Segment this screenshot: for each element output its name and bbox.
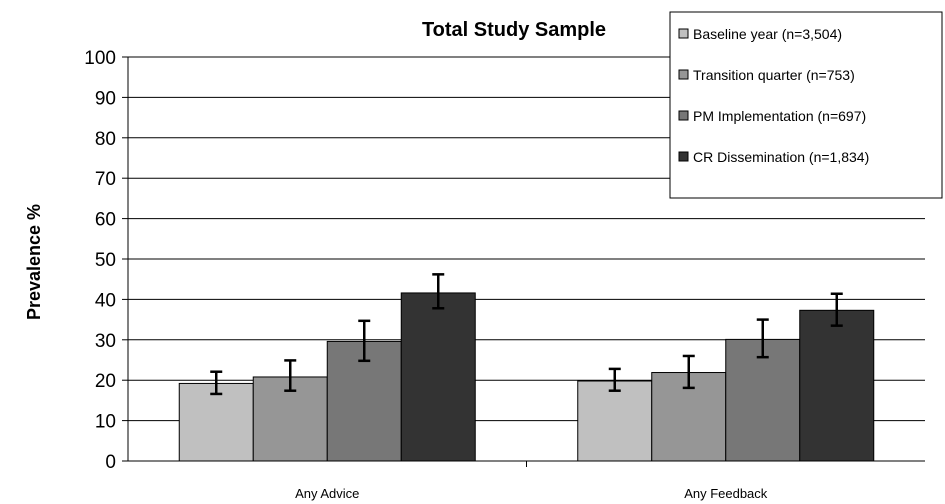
x-tick-label: Any Advice <box>295 486 359 501</box>
legend-swatch <box>678 110 689 121</box>
legend-label: PM Implementation (n=697) <box>693 108 866 124</box>
bar <box>178 382 254 462</box>
y-tick-labels: 0 10 20 30 40 50 60 70 80 90 100 <box>84 48 116 473</box>
y-tick-label: 20 <box>95 371 116 392</box>
y-tick-label: 100 <box>84 48 116 69</box>
y-tick-label: 40 <box>95 290 116 311</box>
y-tick-label: 50 <box>95 250 116 271</box>
legend-box <box>669 11 943 199</box>
legend-label: CR Dissemination (n=1,834) <box>693 149 869 165</box>
y-tick-label: 60 <box>95 210 116 231</box>
bars <box>178 273 875 462</box>
x-tick-labels: Any Advice Any Feedback <box>295 486 768 501</box>
legend-swatch <box>678 69 689 80</box>
y-tick-label: 30 <box>95 331 116 352</box>
y-tick-label: 10 <box>95 412 116 433</box>
bar <box>400 292 476 462</box>
y-tick-label: 80 <box>95 129 116 150</box>
axes <box>127 57 925 467</box>
y-tick-label: 70 <box>95 169 116 190</box>
chart-title: Total Study Sample <box>422 19 606 41</box>
legend: Baseline year (n=3,504) Transition quarte… <box>669 11 943 199</box>
y-axis-label: Prevalence % <box>24 204 44 320</box>
bar <box>725 338 801 462</box>
y-tick-label: 90 <box>95 88 116 109</box>
legend-label: Transition quarter (n=753) <box>693 67 855 83</box>
bar <box>577 380 653 462</box>
bar <box>799 309 875 462</box>
y-tick-label: 0 <box>105 452 116 473</box>
legend-label: Baseline year (n=3,504) <box>693 26 842 42</box>
x-tick-label: Any Feedback <box>684 486 768 501</box>
legend-swatch <box>678 151 689 162</box>
legend-swatch <box>678 28 689 39</box>
